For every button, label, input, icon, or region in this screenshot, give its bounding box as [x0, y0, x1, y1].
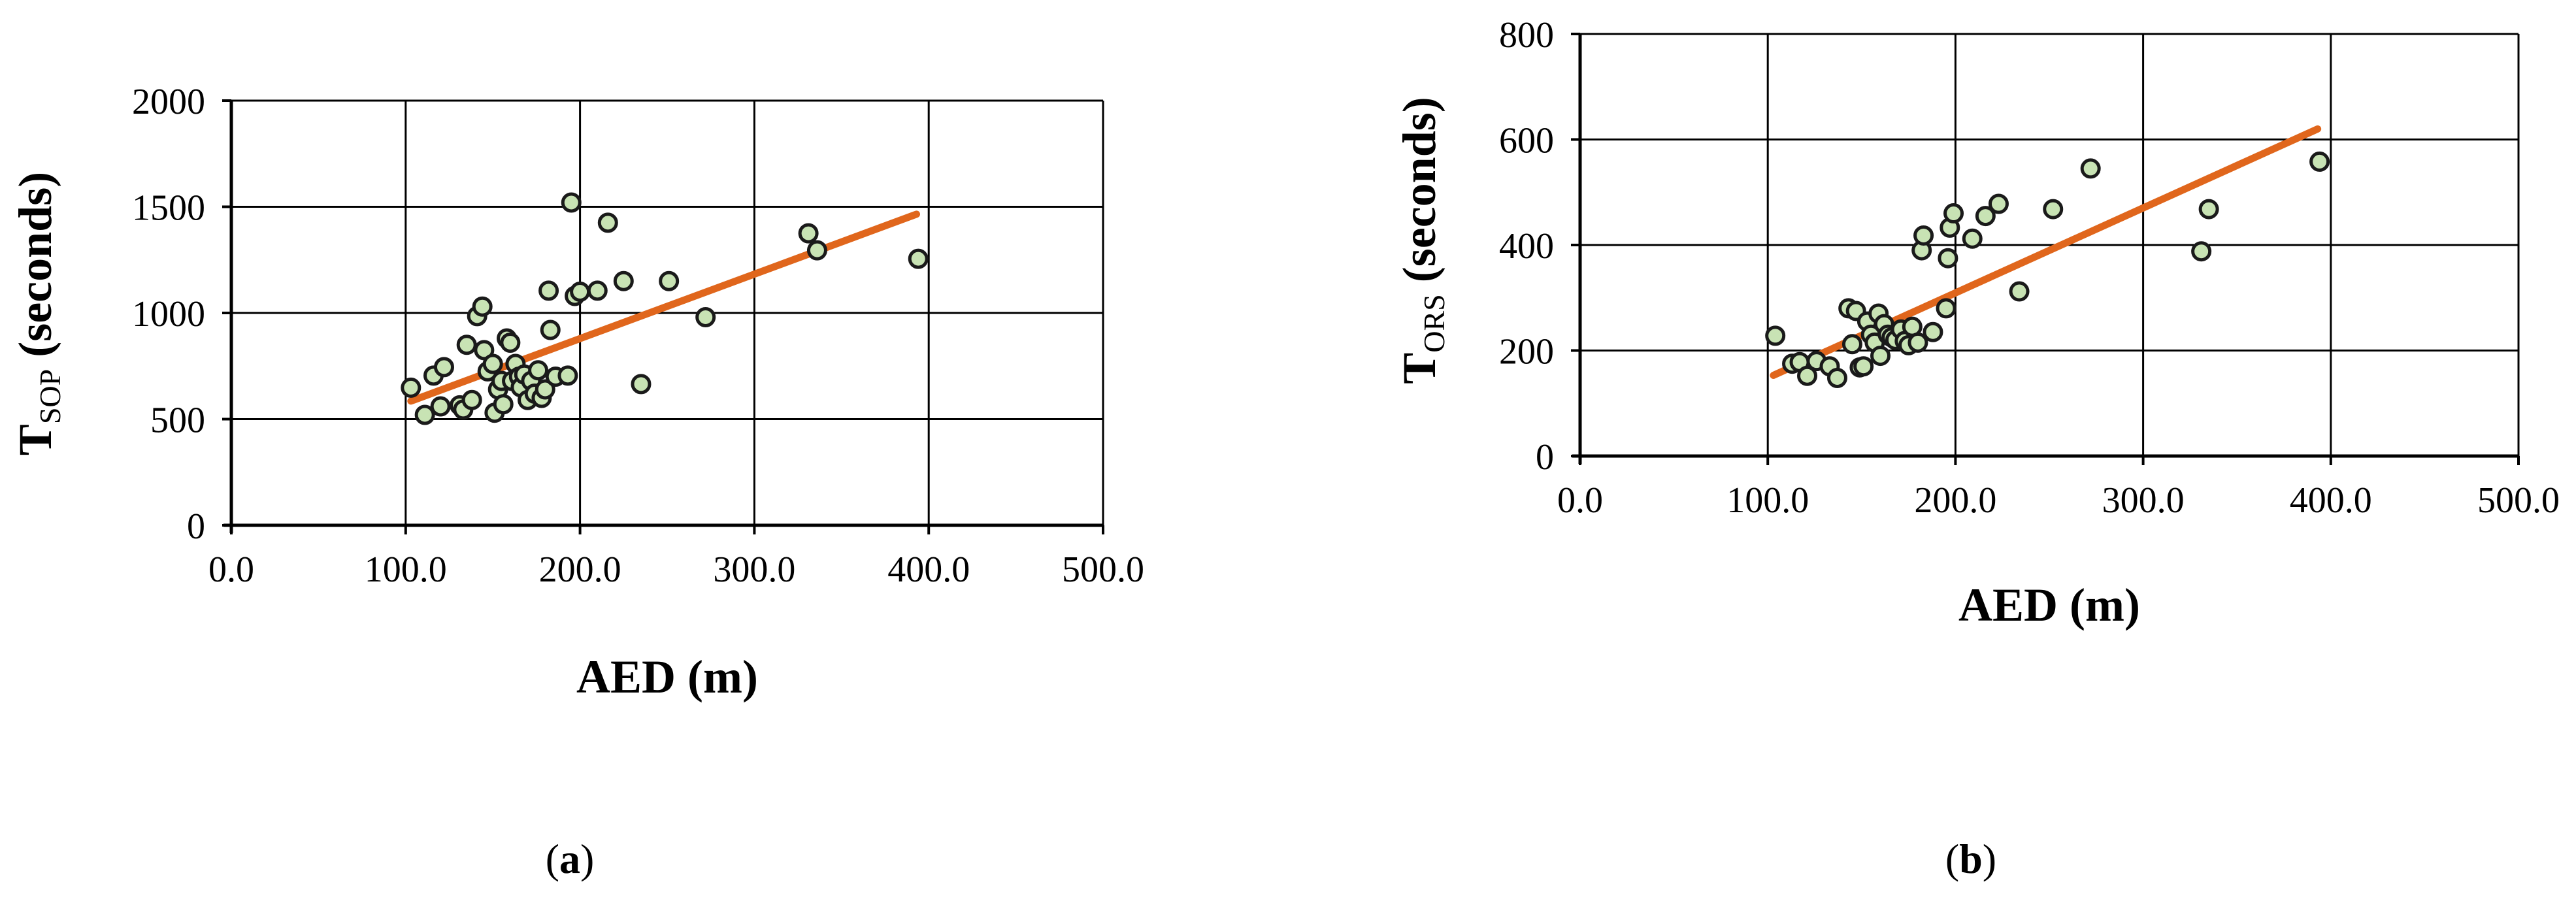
panel-b-y-axis-title-subscript: ORS — [1417, 294, 1451, 352]
panel-b-y-tick-label: 0 — [1536, 437, 1554, 478]
panel-a-data-point — [695, 307, 716, 327]
panel-b-points — [1765, 151, 2330, 388]
panel-b-x-axis-title: AED (m) — [1958, 579, 2140, 631]
panel-b-x-tick-label: 400.0 — [2290, 480, 2372, 521]
panel-b-plot-frame — [1572, 34, 2518, 464]
panel-a-x-tick-label: 500.0 — [1062, 549, 1144, 590]
panel-a-data-point — [493, 394, 514, 415]
panel-a-data-point — [456, 335, 477, 355]
panel-a-y-tick-label: 1500 — [132, 188, 205, 229]
panel-a-data-point — [474, 340, 495, 361]
panel-b-x-tick-label: 300.0 — [2102, 480, 2185, 521]
panel-a-data-point — [806, 240, 827, 261]
panel-a-x-axis-title: AED (m) — [576, 651, 758, 703]
panel-a-data-point — [401, 377, 421, 398]
panel-b-y-axis-title-main: T — [1393, 353, 1445, 384]
panel-a-data-point — [472, 296, 493, 317]
panel-a-gridlines — [231, 99, 1104, 525]
panel-b-data-point — [2043, 199, 2064, 220]
panel-b-data-point — [1870, 346, 1891, 367]
panel-b-data-point — [1826, 367, 1847, 388]
panel-b-data-point — [2080, 158, 2101, 179]
panel-b-y-axis-title: TORS (seconds) — [1393, 97, 1451, 384]
panel-a-data-point — [631, 374, 652, 395]
panel-a-x-tick-label: 400.0 — [887, 549, 970, 590]
panel-b-data-point — [1907, 332, 1928, 353]
panel-a-y-tick-label: 2000 — [132, 82, 205, 122]
panel-b-x-tick-label: 500.0 — [2477, 480, 2560, 521]
panel-a-data-point — [535, 379, 555, 400]
panel-a-data-point — [561, 192, 582, 213]
panel-a-data-point — [414, 404, 435, 425]
panel-a-y-axis-title: TSOP (seconds) — [9, 172, 67, 455]
panel-a-data-point — [597, 212, 618, 233]
panel-b-data-point — [1943, 203, 1964, 224]
panel-a-data-point — [461, 389, 482, 410]
panel-a-x-tick-label: 0.0 — [208, 549, 254, 590]
panel-b-data-point — [1765, 325, 1786, 346]
panel-b-data-point — [1913, 225, 1934, 246]
panel-b-label-letter: b — [1959, 836, 1983, 882]
panel-a-x-tick-label: 100.0 — [365, 549, 447, 590]
panel-a-y-tick-label: 0 — [187, 506, 205, 547]
panel-a-data-point — [430, 396, 451, 417]
panel-b-label: (b) — [1945, 836, 1996, 882]
panel-b-data-point — [1962, 228, 1983, 249]
panel-b-data-point — [2191, 241, 2212, 262]
panel-b-data-point — [1936, 298, 1957, 319]
panel-a-y-axis-title-suffix: (seconds) — [9, 172, 61, 369]
panel-b-gridlines — [1580, 33, 2520, 456]
panel-a-data-point — [587, 280, 608, 301]
chart-panel-b: 0.0 100.0 200.0 300.0 400.0 500.0 0 200 400 600 80… — [1393, 15, 2560, 882]
panel-b-data-point — [1975, 206, 1996, 227]
panel-a-x-tick-label: 200.0 — [539, 549, 621, 590]
panel-a-label-letter: a — [559, 836, 580, 882]
panel-a-data-point — [613, 270, 634, 291]
panel-a-data-point — [798, 223, 819, 244]
panel-a-data-point — [433, 357, 454, 378]
panel-b-data-point — [1923, 321, 1943, 342]
panel-a-plot-frame — [223, 101, 1103, 533]
panel-a-y-tick-label: 1000 — [132, 294, 205, 335]
panel-a-data-point — [540, 319, 561, 340]
panel-b-data-point — [1841, 334, 1862, 355]
panel-b-ticks: 0.0 100.0 200.0 300.0 400.0 500.0 0 200 400 600 80… — [1499, 15, 2560, 521]
panel-b-x-tick-label: 200.0 — [1914, 480, 1996, 521]
panel-a-y-tick-label: 500 — [150, 400, 205, 441]
panel-b-data-point — [1938, 248, 1958, 269]
panel-a-data-point — [528, 360, 549, 381]
panel-b-x-tick-label: 0.0 — [1557, 480, 1603, 521]
panel-a-data-point — [538, 280, 559, 301]
panel-a-data-point — [908, 248, 929, 269]
panel-b-data-point — [1988, 193, 2009, 214]
panel-b-data-point — [2009, 281, 2030, 302]
panel-b-data-point — [1797, 365, 1818, 386]
panel-a-data-point — [659, 270, 680, 291]
panel-b-data-point — [1853, 356, 1874, 377]
panel-a-y-axis-title-main: T — [9, 424, 61, 455]
panel-a-x-tick-label: 300.0 — [713, 549, 795, 590]
panel-b-data-point — [2198, 199, 2219, 220]
panel-a-data-point — [557, 365, 578, 386]
panel-a-points — [401, 192, 929, 425]
panel-b-y-tick-label: 200 — [1499, 332, 1554, 372]
chart-panel-a: 0.0 100.0 200.0 300.0 400.0 500.0 0 500 1000 1500… — [9, 82, 1144, 882]
panel-a-data-point — [500, 333, 521, 353]
panel-a-y-axis-title-subscript: SOP — [33, 369, 67, 424]
panel-b-y-tick-label: 800 — [1499, 15, 1554, 56]
panel-a-ticks: 0.0 100.0 200.0 300.0 400.0 500.0 0 500 1000 1500… — [132, 82, 1144, 590]
panel-b-y-tick-label: 400 — [1499, 226, 1554, 267]
panel-b-y-axis-title-suffix: (seconds) — [1393, 97, 1445, 294]
panel-a-data-point — [482, 353, 503, 374]
panel-a-data-point — [570, 282, 591, 302]
panel-b-x-tick-label: 100.0 — [1726, 480, 1809, 521]
panel-a-label: (a) — [546, 836, 595, 882]
panel-b-y-tick-label: 600 — [1499, 121, 1554, 161]
panel-b-data-point — [2309, 151, 2330, 172]
